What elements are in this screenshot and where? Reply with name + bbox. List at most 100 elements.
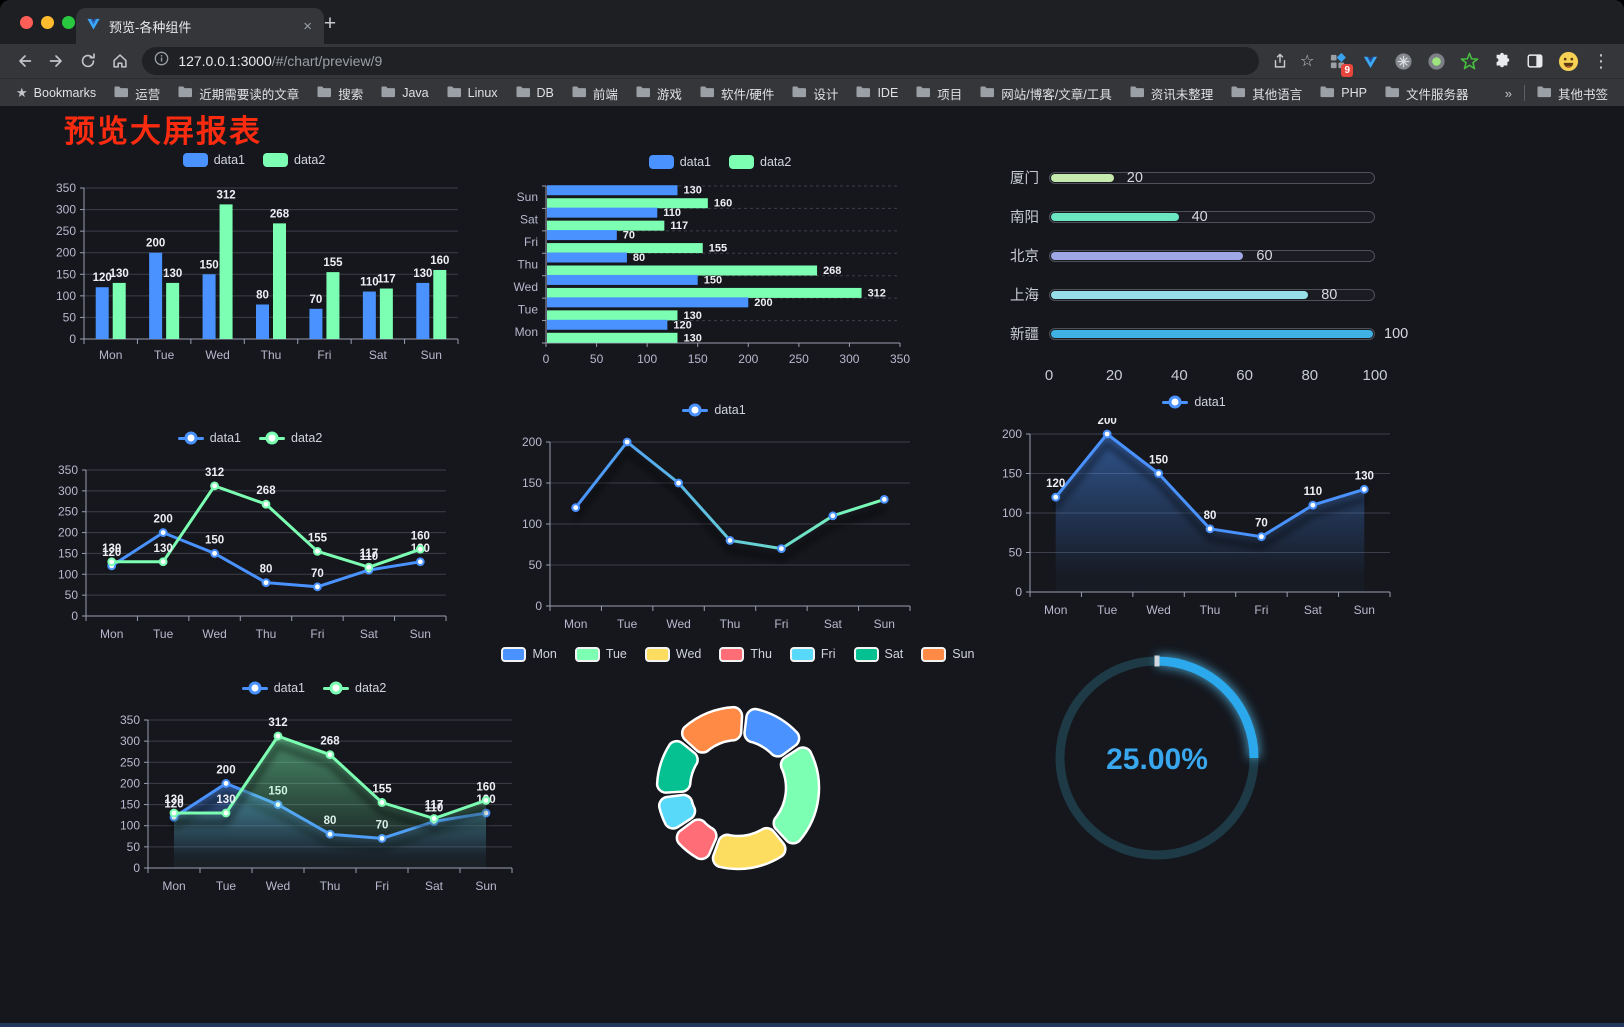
side-panel-icon[interactable] [1522,48,1548,74]
chart-canvas[interactable]: 25.00% [1037,634,1277,878]
bookmarks-root[interactable]: ★ Bookmarks [16,85,97,100]
browser-tab[interactable]: 预览-各种组件 × [76,8,324,44]
legend-item-data2[interactable]: data2 [263,153,325,167]
bookmark-folder[interactable]: 前端 [572,84,618,103]
bookmark-folder[interactable]: 近期需要读的文章 [178,84,299,103]
chart-city-progress[interactable]: 厦门 20 南阳 40 北京 60 上海 80 新疆 100 0 20 40 60 80 100 [995,158,1409,394]
extension-grid-icon[interactable]: 9 [1324,48,1354,77]
legend-item-Mon[interactable]: Mon [501,646,557,662]
extension-star-icon[interactable] [1456,48,1482,74]
chart-line-gradient[interactable]: data1 0 50 100 150 200 Mon Tue Wed Thu Fri Sat Sun [504,402,924,636]
bookmarks-overflow-icon[interactable]: » [1504,85,1512,101]
legend-item-data1[interactable]: data1 [648,155,711,169]
reload-button[interactable] [73,51,103,71]
pie-slice-Thu[interactable] [675,818,718,861]
bookmark-folder[interactable]: 设计 [792,84,838,103]
vue-devtools-icon[interactable] [1357,48,1383,74]
chart-canvas[interactable]: 0 50 100 150 200 250 300 350 Mon Tue Wed Thu Fri Sat S… [40,454,460,646]
progress-row-厦门[interactable]: 厦门 20 [995,158,1375,197]
pie-slice-Tue[interactable] [772,746,821,845]
legend-item-Tue[interactable]: Tue [574,646,627,662]
folder-icon [1320,86,1335,101]
progress-value: 20 [1126,169,1143,186]
bookmark-folder[interactable]: IDE [856,84,898,103]
legend-item-data2[interactable]: data2 [259,431,322,445]
legend-item-Wed[interactable]: Wed [644,646,701,662]
bookmark-folder[interactable]: 网站/博客/文章/工具 [980,84,1112,103]
legend-item-data2[interactable]: data2 [729,155,791,169]
address-bar[interactable]: 127.0.0.1:3000/#/chart/preview/9 [142,47,1259,75]
bookmark-folder[interactable]: 软件/硬件 [700,84,774,103]
svg-text:Sat: Sat [369,348,388,362]
home-button[interactable] [105,51,135,71]
pie-slice-Fri[interactable] [658,793,697,830]
legend-item-Thu[interactable]: Thu [719,646,772,662]
legend-item-data1[interactable]: data1 [182,153,245,167]
chart-line-two-series[interactable]: data1 data2 0 50 100 150 200 250 300 350 Mon Tue Wed… [40,430,460,646]
pie-slice-Mon[interactable] [743,707,801,758]
legend-item-data1[interactable]: data1 [241,681,305,695]
svg-text:312: 312 [205,467,224,479]
svg-text:250: 250 [789,352,809,366]
progress-row-南阳[interactable]: 南阳 40 [995,197,1375,236]
forward-button[interactable] [42,51,72,71]
chart-gauge[interactable]: 25.00% [1037,634,1277,878]
bookmark-folder[interactable]: 文件服务器 [1385,84,1468,103]
progress-row-北京[interactable]: 北京 60 [995,236,1375,275]
svg-text:Sun: Sun [517,190,538,204]
site-info-icon[interactable] [154,51,169,71]
legend-item-data1[interactable]: data1 [682,403,746,417]
legend-item-Sat[interactable]: Sat [853,646,903,662]
chart-donut[interactable]: Mon Tue Wed Thu Fri Sat Sun [501,646,975,896]
window-minimize-button[interactable] [41,16,54,29]
profile-avatar[interactable] [1555,48,1581,74]
chart-canvas[interactable] [552,670,924,896]
bookmark-folder[interactable]: PHP [1320,84,1367,103]
bookmark-star-icon[interactable]: ☆ [1300,53,1315,70]
chart-bar-horizontal[interactable]: data1 data2 0 50 100 150 200 250 300 350 Sun 130 160… [504,154,936,369]
bookmark-folder[interactable]: 项目 [916,84,962,103]
close-tab-icon[interactable]: × [303,17,312,35]
bookmark-folder[interactable]: Linux [447,84,498,103]
legend-item-data2[interactable]: data2 [323,681,386,695]
extensions-puzzle-icon[interactable] [1489,48,1515,74]
svg-text:155: 155 [372,783,392,795]
chart-line-area-two-series[interactable]: data1 data2 0 50 100 150 200 250 300 350 Mon Tue Wed… [102,680,526,898]
progress-fill [1051,173,1114,182]
pie-slice-Sun[interactable] [680,705,744,754]
bookmark-folder[interactable]: DB [516,84,554,103]
window-close-button[interactable] [20,16,33,29]
chart-canvas[interactable]: 0 50 100 150 200 Mon Tue Wed Thu Fri Sat Sun 120 200 1… [984,415,1404,622]
bookmark-folder[interactable]: 游戏 [636,84,682,103]
bookmark-folder[interactable]: 运营 [114,84,160,103]
chart-canvas[interactable]: 0 50 100 150 200 250 300 350 Mon Tue Wed Thu Fri Sat S… [102,704,526,898]
pie-slice-Sat[interactable] [655,739,699,794]
legend-item-Fri[interactable]: Fri [789,646,836,662]
back-button[interactable] [10,51,40,71]
bookmark-folder[interactable]: 其他语言 [1231,84,1302,103]
bookmark-folder[interactable]: Java [381,84,429,103]
extension-circle-icon[interactable] [1390,48,1416,74]
share-icon[interactable] [1267,48,1293,74]
progress-row-新疆[interactable]: 新疆 100 [1010,325,1409,344]
legend-item-Sun[interactable]: Sun [921,646,975,662]
chart-canvas[interactable]: 0 50 100 150 200 250 300 350 Mon Tue Wed Thu Fri Sat S… [38,176,470,367]
chart-legend: data1 data2 [38,152,470,168]
progress-row-上海[interactable]: 上海 80 [995,275,1375,314]
legend-item-data1[interactable]: data1 [177,431,241,445]
bookmark-folder[interactable]: 搜索 [317,84,363,103]
window-zoom-button[interactable] [62,16,75,29]
bookmark-folder[interactable]: 资讯未整理 [1130,84,1213,103]
chart-line-area[interactable]: data1 0 50 100 150 200 Mon Tue Wed Thu Fri Sat Sun 12… [984,394,1404,622]
other-bookmarks-folder[interactable]: 其他书签 [1537,84,1608,103]
new-tab-button[interactable]: + [323,12,337,35]
chart-bar-vertical[interactable]: data1 data2 0 50 100 150 200 250 300 350 Mon Tue Wed… [38,152,470,367]
chart-canvas[interactable]: 0 50 100 150 200 Mon Tue Wed Thu Fri Sat Sun [504,426,924,636]
browser-menu-icon[interactable]: ⋮ [1592,50,1611,71]
pie-slice-Wed[interactable] [711,826,787,871]
legend-item-data1[interactable]: data1 [1162,395,1226,409]
chart-legend: data1 [984,394,1404,410]
extension-record-icon[interactable] [1423,48,1449,74]
progress-fill [1051,329,1373,338]
